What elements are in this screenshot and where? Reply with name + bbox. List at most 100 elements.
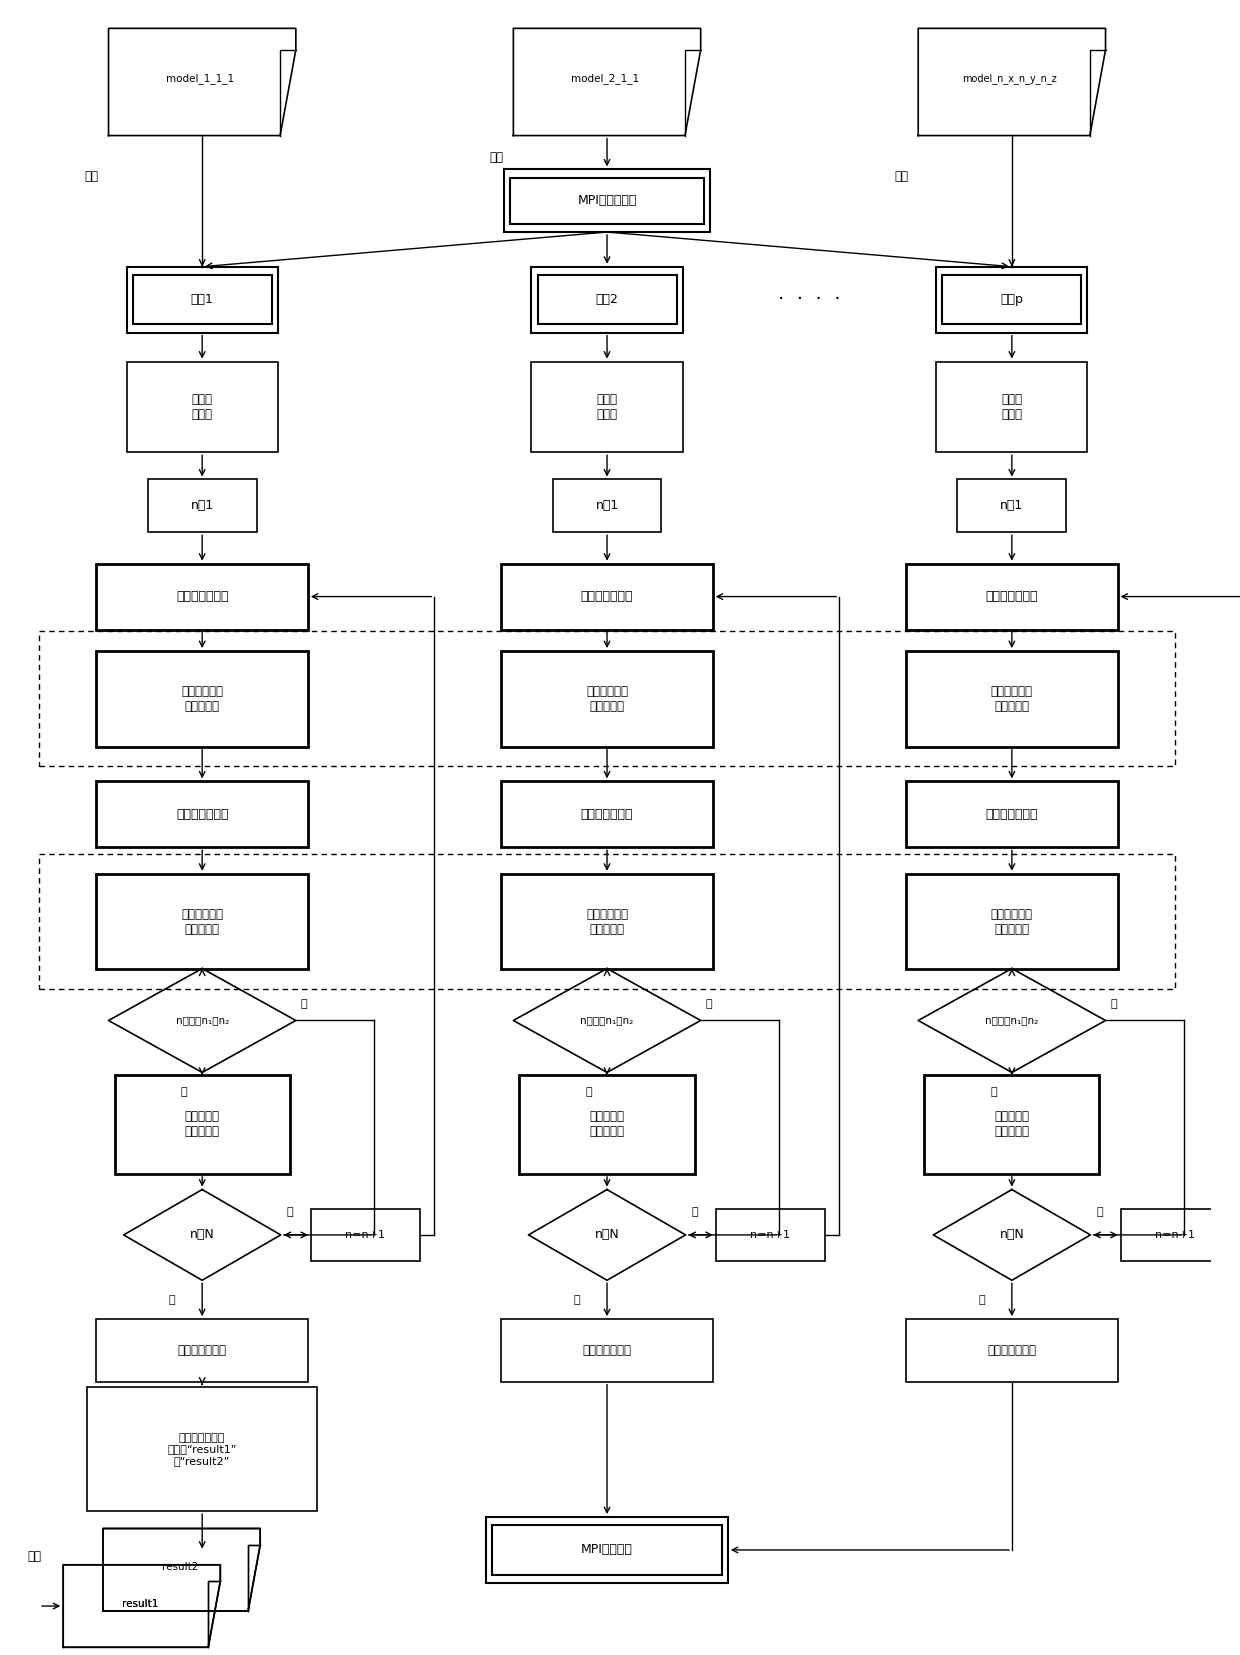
Bar [501, 874, 713, 970]
Bar [906, 781, 1117, 847]
Polygon shape [109, 28, 296, 136]
Text: ·  ·  ·  ·: · · · · [779, 290, 841, 309]
Bar [924, 1074, 1100, 1173]
Bar [97, 564, 308, 629]
Text: n＜N: n＜N [595, 1228, 620, 1241]
Text: 进程1: 进程1 [191, 293, 213, 306]
Polygon shape [103, 1529, 260, 1610]
Bar [957, 480, 1066, 533]
Text: 相邻节点间交
换磁场数据: 相邻节点间交 换磁场数据 [587, 907, 627, 935]
Text: n=n+1: n=n+1 [1154, 1230, 1195, 1240]
Bar [38, 854, 1176, 990]
Text: 是: 是 [286, 1206, 294, 1216]
Text: 否: 否 [706, 1000, 712, 1010]
Bar [501, 1319, 713, 1382]
Text: 收集记录的数据: 收集记录的数据 [177, 1344, 227, 1357]
Text: 读取模
型文件: 读取模 型文件 [192, 392, 213, 420]
Bar [97, 781, 308, 847]
Text: 计算下一步磁场: 计算下一步磁场 [580, 808, 634, 821]
Text: n＝1: n＝1 [595, 500, 619, 513]
Bar [126, 266, 278, 333]
Bar [87, 1387, 317, 1511]
Bar [511, 177, 704, 223]
Text: 是: 是 [181, 1087, 187, 1097]
Bar [520, 1074, 694, 1173]
Text: 进程2: 进程2 [595, 293, 619, 306]
Bar [97, 1319, 308, 1382]
Text: n＜N: n＜N [190, 1228, 215, 1241]
Text: 输入: 输入 [490, 151, 503, 164]
Bar [906, 650, 1117, 746]
Bar [311, 1208, 419, 1261]
Bar [133, 275, 272, 324]
Bar [148, 480, 257, 533]
Text: 输入: 输入 [894, 170, 908, 184]
Text: n=n+1: n=n+1 [345, 1230, 386, 1240]
Text: 是: 是 [585, 1087, 591, 1097]
Bar [38, 631, 1176, 766]
Text: 计算下一步电场: 计算下一步电场 [176, 591, 228, 602]
Text: 否: 否 [300, 1000, 308, 1010]
Text: result2: result2 [161, 1562, 198, 1572]
Text: n＝1: n＝1 [1001, 500, 1023, 513]
Text: MPI进程结束: MPI进程结束 [582, 1544, 632, 1556]
Text: 输入: 输入 [84, 170, 98, 184]
Polygon shape [103, 1529, 260, 1610]
Bar [906, 874, 1117, 970]
Text: n是否为n₁或n₂: n是否为n₁或n₂ [986, 1016, 1038, 1026]
Text: 发送记录的数据: 发送记录的数据 [987, 1344, 1037, 1357]
Text: 计算下一步磁场: 计算下一步磁场 [986, 808, 1038, 821]
Text: 否: 否 [169, 1296, 175, 1306]
Bar [906, 1319, 1117, 1382]
Text: n是否为n₁或n₂: n是否为n₁或n₂ [176, 1016, 229, 1026]
Text: 是: 是 [1096, 1206, 1104, 1216]
Bar [505, 169, 709, 232]
Text: 计算下一步电场: 计算下一步电场 [986, 591, 1038, 602]
Text: MPI进程初始化: MPI进程初始化 [578, 194, 636, 207]
Text: n＝1: n＝1 [191, 500, 213, 513]
Text: 读取模
型文件: 读取模 型文件 [596, 392, 618, 420]
Text: n是否为n₁或n₂: n是否为n₁或n₂ [580, 1016, 634, 1026]
Bar [906, 564, 1117, 629]
Polygon shape [63, 1564, 221, 1647]
Bar [501, 650, 713, 746]
Polygon shape [513, 28, 701, 136]
Bar [97, 874, 308, 970]
Bar [715, 1208, 825, 1261]
Bar [501, 564, 713, 629]
Bar [114, 1074, 290, 1173]
Text: 输出: 输出 [27, 1551, 41, 1562]
Text: model_2_1_1: model_2_1_1 [570, 73, 639, 84]
Bar [537, 275, 677, 324]
Text: n＜N: n＜N [999, 1228, 1024, 1241]
Text: model_1_1_1: model_1_1_1 [166, 73, 234, 84]
Text: 记录非重币
区域电磁场: 记录非重币 区域电磁场 [185, 1111, 219, 1139]
Polygon shape [918, 28, 1106, 136]
Text: 相邻节点间交
换磁场数据: 相邻节点间交 换磁场数据 [991, 907, 1033, 935]
Text: 相邻节点间交
换磁场数据: 相邻节点间交 换磁场数据 [181, 907, 223, 935]
Bar [936, 361, 1087, 452]
Text: 记录非重币
区域电磁场: 记录非重币 区域电磁场 [589, 1111, 625, 1139]
Bar [492, 1526, 722, 1574]
Bar [532, 361, 682, 452]
Text: 进程p: 进程p [1001, 293, 1023, 306]
Text: model_n_x_n_y_n_z: model_n_x_n_y_n_z [962, 73, 1056, 84]
Polygon shape [63, 1564, 221, 1647]
Bar [501, 781, 713, 847]
Text: 记录非重币
区域电磁场: 记录非重币 区域电磁场 [994, 1111, 1029, 1139]
Text: 是: 是 [990, 1087, 997, 1097]
Text: 相邻节点间交
换电场数据: 相邻节点间交 换电场数据 [181, 685, 223, 713]
Text: result1: result1 [122, 1599, 159, 1609]
Bar [942, 275, 1081, 324]
Bar [532, 266, 682, 333]
Text: result1: result1 [122, 1599, 159, 1609]
Bar [553, 480, 661, 533]
Text: 相邻节点间交
换电场数据: 相邻节点间交 换电场数据 [587, 685, 627, 713]
Bar [126, 361, 278, 452]
Text: 发送记录的数据: 发送记录的数据 [583, 1344, 631, 1357]
Bar [486, 1518, 728, 1582]
Bar [1121, 1208, 1229, 1261]
Bar [936, 266, 1087, 333]
Text: 否: 否 [978, 1296, 985, 1306]
Bar [97, 650, 308, 746]
